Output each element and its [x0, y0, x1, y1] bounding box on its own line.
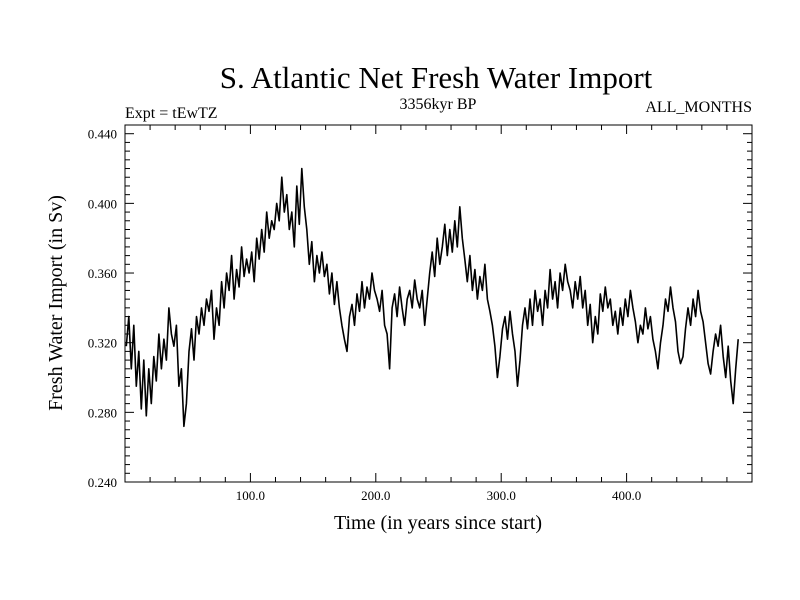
y-tick-label: 0.400 [88, 196, 117, 211]
x-tick-label: 100.0 [236, 488, 265, 503]
x-tick-label: 400.0 [612, 488, 641, 503]
period-label: 3356kyr BP [400, 96, 477, 113]
experiment-label: Expt = tEwTZ [125, 105, 218, 122]
y-tick-label: 0.360 [88, 266, 117, 281]
y-tick-label: 0.320 [88, 336, 117, 351]
y-tick-label: 0.240 [88, 475, 117, 490]
x-tick-label: 300.0 [487, 488, 516, 503]
y-tick-label: 0.280 [88, 405, 117, 420]
x-tick-label: 200.0 [361, 488, 390, 503]
y-tick-label: 0.440 [88, 127, 117, 142]
plot-frame [124, 124, 753, 483]
fresh-water-series-line [125, 167, 739, 428]
chart-title: S. Atlantic Net Fresh Water Import [220, 60, 653, 95]
months-label: ALL_MONTHS [645, 99, 752, 116]
axis-tick-labels: 100.0 200.0 300.0 400.0 0.240 0.280 0.320 0.360… [88, 127, 641, 503]
x-axis-label: Time (in years since start) [334, 512, 542, 534]
y-axis-label: Fresh Water Import (in Sv) [45, 195, 67, 411]
axis-ticks [125, 125, 752, 483]
